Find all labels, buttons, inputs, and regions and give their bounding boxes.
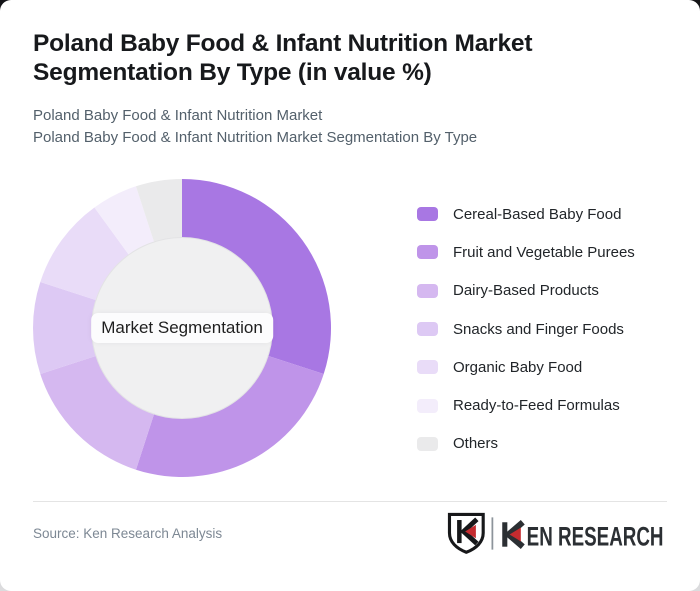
legend-label: Fruit and Vegetable Purees (453, 243, 635, 261)
legend-item: Dairy-Based Products (417, 272, 635, 310)
chart-legend: Cereal-Based Baby Food Fruit and Vegetabl… (417, 179, 635, 463)
legend-swatch (417, 398, 438, 413)
legend-swatch (417, 207, 438, 222)
legend-label: Dairy-Based Products (453, 282, 599, 300)
brand-letter-k (502, 519, 525, 549)
legend-label: Others (453, 435, 499, 453)
legend-label: Cereal-Based Baby Food (453, 205, 622, 223)
ken-research-logo: EN RESEARCH (447, 512, 664, 554)
chart-area: Market Segmentation Cereal-Based Baby Fo… (32, 179, 667, 478)
legend-label: Organic Baby Food (453, 358, 583, 376)
legend-item: Cereal-Based Baby Food (417, 195, 635, 233)
chart-subtitle-2: Poland Baby Food & Infant Nutrition Mark… (33, 129, 478, 146)
brand-wordmark: EN RESEARCH (527, 521, 664, 551)
source-text: Source: Ken Research Analysis (33, 525, 223, 541)
chart-subtitle-1: Poland Baby Food & Infant Nutrition Mark… (33, 107, 323, 124)
brand-red-arrow-icon (509, 527, 521, 541)
legend-swatch (417, 245, 438, 260)
donut-chart: Market Segmentation (32, 179, 331, 478)
donut-segment (135, 179, 182, 243)
chart-title-line-2: Segmentation By Type (in value %) (33, 58, 432, 86)
legend-item: Snacks and Finger Foods (417, 310, 635, 348)
legend-item: Organic Baby Food (417, 348, 635, 386)
donut-segment (94, 186, 155, 256)
logo-separator (491, 516, 494, 550)
donut-segment (40, 355, 155, 470)
legend-item: Fruit and Vegetable Purees (417, 233, 635, 271)
legend-swatch (417, 360, 438, 375)
legend-swatch (417, 283, 438, 298)
legend-swatch (417, 322, 438, 337)
legend-item: Ready-to-Feed Formulas (417, 386, 635, 424)
legend-label: Ready-to-Feed Formulas (453, 397, 620, 415)
donut-segment (135, 355, 324, 478)
donut-center-label: Market Segmentation (91, 313, 273, 343)
legend-swatch (417, 436, 438, 451)
chart-title-line-1: Poland Baby Food & Infant Nutrition Mark… (33, 30, 533, 57)
legend-item: Others (417, 425, 635, 463)
chart-title: Poland Baby Food & Infant Nutrition Mark… (33, 30, 667, 87)
legend-label: Snacks and Finger Foods (453, 320, 624, 338)
shield-red-arrow-icon (465, 524, 476, 538)
ken-research-shield-icon (447, 512, 485, 554)
donut-segment (32, 281, 97, 375)
footer: Source: Ken Research Analysis EN RESEARC… (33, 502, 667, 564)
footer-divider (33, 501, 667, 502)
